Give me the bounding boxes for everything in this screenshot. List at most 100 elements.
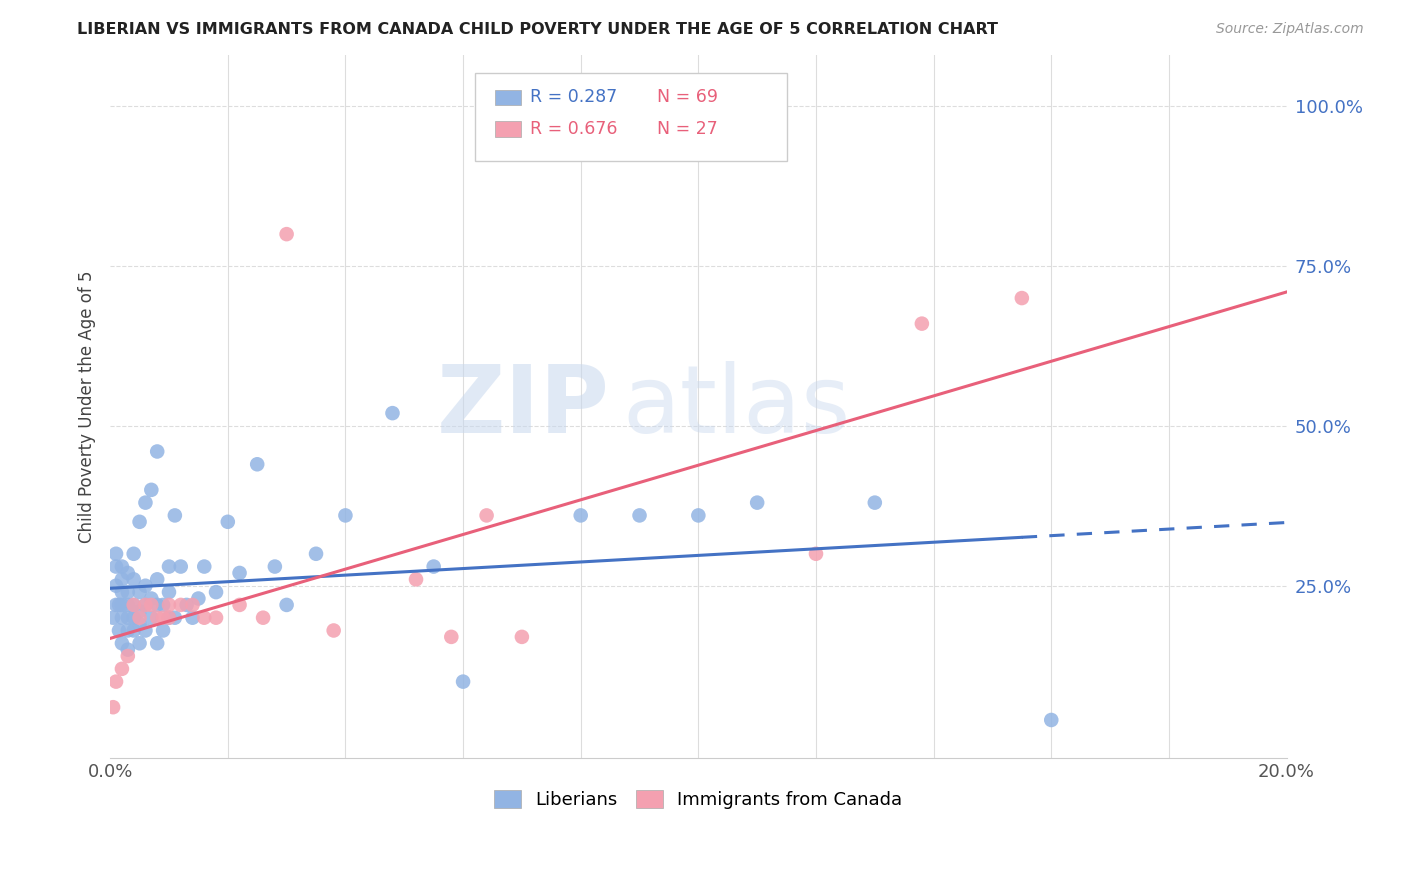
Point xyxy=(305,547,328,561)
Point xyxy=(117,624,139,638)
Point xyxy=(105,598,128,612)
Point xyxy=(134,624,156,638)
Point xyxy=(134,598,156,612)
Point xyxy=(322,624,344,638)
Point xyxy=(276,598,298,612)
Point xyxy=(122,610,145,624)
Y-axis label: Child Poverty Under the Age of 5: Child Poverty Under the Age of 5 xyxy=(79,270,96,543)
Point xyxy=(111,662,134,676)
Point xyxy=(193,559,215,574)
Legend: Liberians, Immigrants from Canada: Liberians, Immigrants from Canada xyxy=(486,782,910,816)
Point xyxy=(510,630,533,644)
Point xyxy=(152,598,174,612)
Point xyxy=(276,227,298,241)
Point xyxy=(157,610,180,624)
Point xyxy=(122,624,145,638)
Point xyxy=(440,630,463,644)
Point xyxy=(405,572,427,586)
Point xyxy=(105,559,128,574)
Text: N = 27: N = 27 xyxy=(657,120,718,138)
Point xyxy=(381,406,404,420)
Point xyxy=(141,610,163,624)
Point xyxy=(205,585,228,599)
Point xyxy=(122,598,145,612)
Point xyxy=(217,515,239,529)
Point xyxy=(451,674,474,689)
Point xyxy=(134,598,156,612)
Point xyxy=(193,610,215,624)
Bar xyxy=(495,89,520,105)
Point xyxy=(747,495,769,509)
Point xyxy=(122,547,145,561)
Point xyxy=(152,624,174,638)
Point xyxy=(146,444,169,458)
Point xyxy=(146,636,169,650)
Point xyxy=(163,508,186,523)
Point xyxy=(176,598,198,612)
Bar xyxy=(495,121,520,136)
Point xyxy=(157,598,180,612)
Point xyxy=(163,610,186,624)
Point xyxy=(141,591,163,606)
Point xyxy=(146,610,169,624)
Point xyxy=(146,572,169,586)
Point xyxy=(1011,291,1033,305)
Point xyxy=(170,598,193,612)
Point xyxy=(105,579,128,593)
Point xyxy=(911,317,934,331)
Point xyxy=(111,572,134,586)
Point xyxy=(122,572,145,586)
Point xyxy=(246,457,269,471)
Point xyxy=(141,483,163,497)
Point xyxy=(128,617,150,632)
Point xyxy=(228,598,250,612)
Point xyxy=(128,636,150,650)
Point xyxy=(863,495,886,509)
Point xyxy=(134,579,156,593)
Point xyxy=(157,559,180,574)
Point xyxy=(117,610,139,624)
Point xyxy=(128,610,150,624)
Point xyxy=(569,508,592,523)
Point xyxy=(111,559,134,574)
Text: R = 0.287: R = 0.287 xyxy=(530,88,617,106)
FancyBboxPatch shape xyxy=(475,73,786,161)
Text: atlas: atlas xyxy=(621,360,851,453)
Point xyxy=(111,636,134,650)
Point xyxy=(117,642,139,657)
Text: N = 69: N = 69 xyxy=(657,88,718,106)
Point xyxy=(146,598,169,612)
Point xyxy=(111,585,134,599)
Point xyxy=(111,598,134,612)
Point xyxy=(152,610,174,624)
Point xyxy=(263,559,285,574)
Point xyxy=(122,598,145,612)
Text: ZIP: ZIP xyxy=(437,360,610,453)
Point xyxy=(101,700,124,714)
Point xyxy=(101,610,124,624)
Point xyxy=(105,547,128,561)
Point xyxy=(170,559,193,574)
Point xyxy=(111,610,134,624)
Point xyxy=(187,591,209,606)
Point xyxy=(181,610,204,624)
Point xyxy=(228,566,250,580)
Point xyxy=(475,508,498,523)
Point xyxy=(688,508,710,523)
Point xyxy=(335,508,357,523)
Point xyxy=(117,598,139,612)
Point xyxy=(181,598,204,612)
Point xyxy=(157,585,180,599)
Point xyxy=(1040,713,1063,727)
Point xyxy=(422,559,444,574)
Point xyxy=(128,515,150,529)
Point xyxy=(117,566,139,580)
Point xyxy=(117,585,139,599)
Text: R = 0.676: R = 0.676 xyxy=(530,120,617,138)
Text: Source: ZipAtlas.com: Source: ZipAtlas.com xyxy=(1216,22,1364,37)
Point xyxy=(157,610,180,624)
Point xyxy=(252,610,274,624)
Point xyxy=(117,648,139,663)
Point xyxy=(128,604,150,618)
Point xyxy=(108,598,131,612)
